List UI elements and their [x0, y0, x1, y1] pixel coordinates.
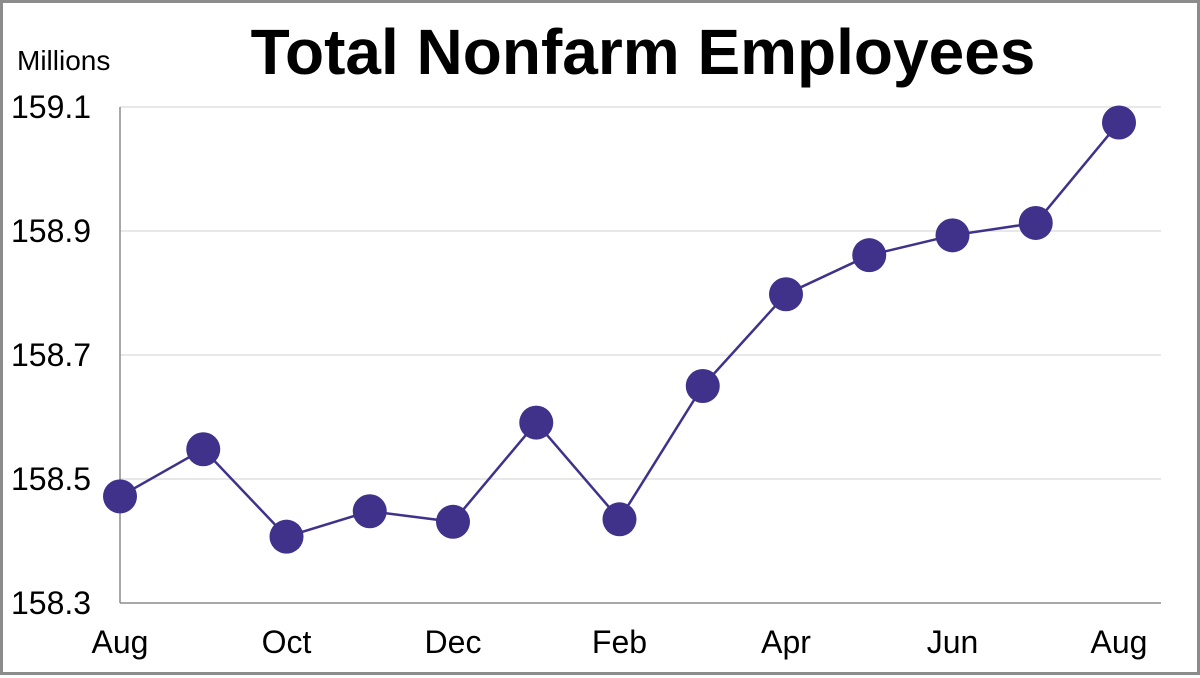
x-tick-label: Feb: [592, 624, 647, 660]
series-line: [119, 121, 1120, 539]
chart-title: Total Nonfarm Employees: [250, 16, 1036, 88]
series-line-path: [119, 121, 1120, 539]
data-point: [935, 218, 970, 253]
data-point: [103, 479, 137, 514]
data-points: [103, 105, 1136, 554]
y-tick-label: 158.3: [11, 585, 91, 621]
x-tick-label: Apr: [761, 624, 811, 660]
data-point: [186, 432, 221, 467]
x-tick-labels: Aug Oct Dec Feb Apr Jun Aug: [92, 624, 1148, 660]
line-chart: 158.3 158.5 158.7 158.9 159.1 Aug Oct Dec Feb Ap…: [11, 89, 1161, 660]
data-point: [769, 277, 803, 312]
gridlines: [120, 106, 1161, 480]
y-tick-labels: 158.3 158.5 158.7 158.9 159.1: [11, 89, 91, 621]
x-tick-label: Jun: [927, 624, 979, 660]
data-point: [1018, 205, 1053, 240]
x-tick-label: Aug: [1091, 624, 1148, 660]
y-tick-label: 159.1: [11, 89, 91, 125]
y-tick-label: 158.5: [11, 461, 91, 497]
y-tick-label: 158.9: [11, 213, 91, 249]
x-tick-label: Oct: [262, 624, 312, 660]
y-tick-label: 158.7: [11, 337, 91, 373]
data-point: [436, 504, 470, 539]
x-tick-label: Aug: [92, 624, 149, 660]
data-point: [685, 369, 720, 403]
data-point: [519, 405, 554, 440]
y-axis-unit-label: Millions: [17, 45, 111, 76]
data-point: [852, 238, 887, 273]
data-point: [602, 502, 637, 537]
axes: [119, 107, 1161, 604]
x-tick-label: Dec: [425, 624, 482, 660]
data-point: [269, 519, 304, 554]
data-point: [1102, 105, 1136, 140]
data-point: [352, 494, 387, 529]
